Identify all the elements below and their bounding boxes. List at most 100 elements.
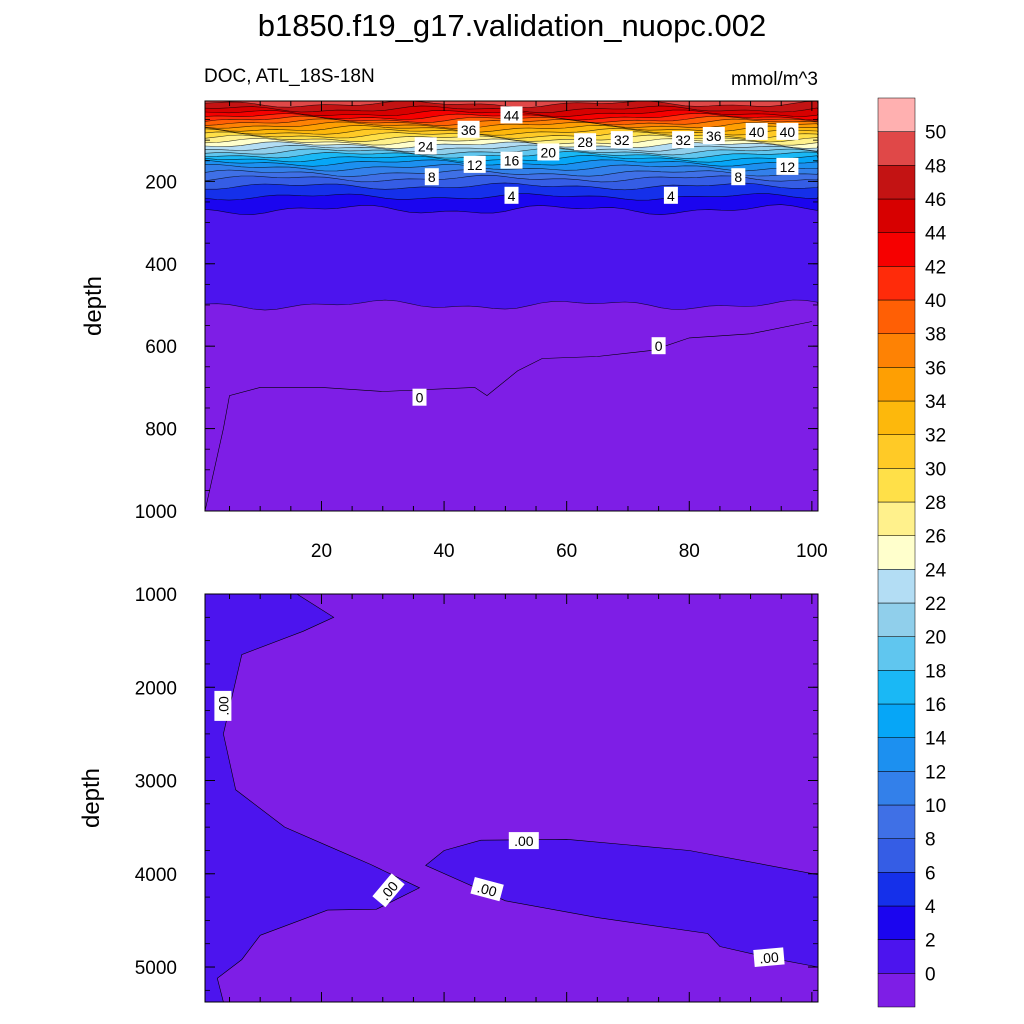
colorbar-label: 38 bbox=[925, 325, 946, 346]
colorbar-label: 34 bbox=[925, 392, 947, 413]
lower-y-axis-title: depth bbox=[78, 768, 105, 828]
colorbar-swatch bbox=[877, 468, 916, 503]
contour-label-text: 40 bbox=[780, 124, 796, 140]
contour-label: 28 bbox=[574, 133, 597, 151]
colorbar-swatch bbox=[877, 838, 916, 873]
contour-line-2 bbox=[205, 204, 818, 216]
contour-line-24 bbox=[205, 141, 818, 149]
contour-label-text: 0 bbox=[655, 338, 663, 354]
contour-label-box bbox=[753, 947, 785, 967]
contour-label-box bbox=[463, 155, 486, 173]
colorbar-label: 8 bbox=[925, 830, 936, 851]
contour-line-36 bbox=[205, 121, 818, 130]
contour-label: 32 bbox=[610, 131, 633, 149]
colorbar-swatch bbox=[877, 973, 916, 1008]
x-tick-label: 80 bbox=[679, 541, 700, 562]
contour-label: .00 bbox=[508, 832, 539, 850]
upper-y-axis-title: depth bbox=[80, 276, 107, 336]
colorbar-label: 16 bbox=[925, 695, 946, 716]
contour-label: 36 bbox=[702, 127, 725, 144]
contour-label-text: 36 bbox=[461, 122, 477, 138]
colorbar-swatch bbox=[877, 872, 916, 907]
contour-label-box bbox=[412, 388, 427, 406]
contour-label-box bbox=[672, 131, 695, 149]
colorbar-label: 46 bbox=[925, 190, 946, 211]
colorbar-swatch bbox=[877, 939, 916, 974]
contour-label-box bbox=[424, 168, 439, 186]
contour-label-box bbox=[500, 106, 523, 124]
colorbar-label: 36 bbox=[925, 358, 946, 379]
contour-label-text: 32 bbox=[614, 132, 630, 148]
contour-label-text: 36 bbox=[706, 128, 722, 144]
contour-label-text: 24 bbox=[418, 138, 434, 154]
y-tick-label: 600 bbox=[145, 337, 177, 358]
colorbar-label: 42 bbox=[925, 257, 946, 278]
colorbar-swatch bbox=[877, 266, 916, 301]
contour-line-8 bbox=[205, 174, 818, 183]
contour-line-32 bbox=[205, 128, 818, 136]
contour-label-text: .00 bbox=[215, 696, 231, 716]
contour-label-text: 44 bbox=[504, 107, 520, 123]
contour-label-text: 8 bbox=[734, 169, 742, 185]
contour-label: 20 bbox=[537, 143, 560, 161]
contour-region-0 bbox=[205, 594, 421, 1002]
contour-line-22 bbox=[205, 144, 818, 153]
colorbar-label: 0 bbox=[925, 964, 936, 985]
contour-label-text: .00 bbox=[476, 879, 499, 900]
colorbar-swatch bbox=[877, 771, 916, 806]
colorbar-swatch bbox=[877, 131, 916, 166]
contour-label-box bbox=[702, 127, 725, 144]
contour-label-text: 16 bbox=[504, 153, 520, 169]
contour-label-box bbox=[651, 337, 666, 355]
colorbar-swatch bbox=[877, 737, 916, 772]
contour-line-12 bbox=[205, 164, 818, 172]
colorbar-swatch bbox=[877, 535, 916, 570]
contour-label: 12 bbox=[776, 157, 799, 175]
colorbar-label: 26 bbox=[925, 527, 946, 548]
upper-contour-fill bbox=[205, 101, 818, 511]
contour-label: 24 bbox=[414, 137, 437, 155]
contour-label-box bbox=[372, 873, 405, 908]
variable-region-label: DOC, ATL_18S-18N bbox=[204, 66, 375, 87]
contour-label: 32 bbox=[672, 131, 695, 149]
figure-title: b1850.f19_g17.validation_nuopc.002 bbox=[258, 8, 767, 43]
colorbar-swatch bbox=[877, 703, 916, 738]
lower-plot-frame bbox=[204, 593, 819, 1003]
contour-label: 0 bbox=[412, 388, 427, 406]
upper-plot-frame bbox=[204, 100, 819, 512]
contour-label-box bbox=[745, 122, 768, 140]
colorbar-swatch bbox=[877, 602, 916, 637]
contour-label-text: 32 bbox=[675, 132, 691, 148]
colorbar-swatch bbox=[877, 198, 916, 233]
y-tick-label: 400 bbox=[145, 255, 177, 276]
colorbar-swatch bbox=[877, 569, 916, 604]
contour-label-text: 0 bbox=[416, 390, 424, 406]
colorbar-label: 2 bbox=[925, 931, 936, 952]
contour-label-text: 8 bbox=[428, 169, 436, 185]
contour-label: 40 bbox=[776, 122, 799, 140]
contour-label-box bbox=[776, 157, 799, 175]
contour-line-34 bbox=[205, 124, 818, 133]
contour-label-box bbox=[610, 131, 633, 149]
contour-label: 12 bbox=[463, 155, 486, 173]
colorbar-swatch bbox=[877, 501, 916, 536]
colorbar-swatch bbox=[877, 804, 916, 839]
colorbar-swatch bbox=[877, 367, 916, 402]
colorbar-swatch bbox=[877, 400, 916, 435]
y-tick-label: 1000 bbox=[135, 502, 177, 523]
lower-contour-fill bbox=[205, 594, 818, 1002]
contour-label-box bbox=[508, 832, 539, 850]
contour-label-text: 12 bbox=[780, 159, 796, 175]
contour-label: 4 bbox=[663, 186, 678, 204]
x-tick-label: 60 bbox=[556, 541, 577, 562]
colorbar-label: 14 bbox=[925, 729, 947, 750]
contour-label-text: 20 bbox=[541, 145, 557, 161]
colorbar-label: 18 bbox=[925, 661, 946, 682]
colorbar-label: 32 bbox=[925, 426, 946, 447]
colorbar-swatch bbox=[877, 232, 916, 267]
contour-line-30 bbox=[205, 131, 818, 139]
